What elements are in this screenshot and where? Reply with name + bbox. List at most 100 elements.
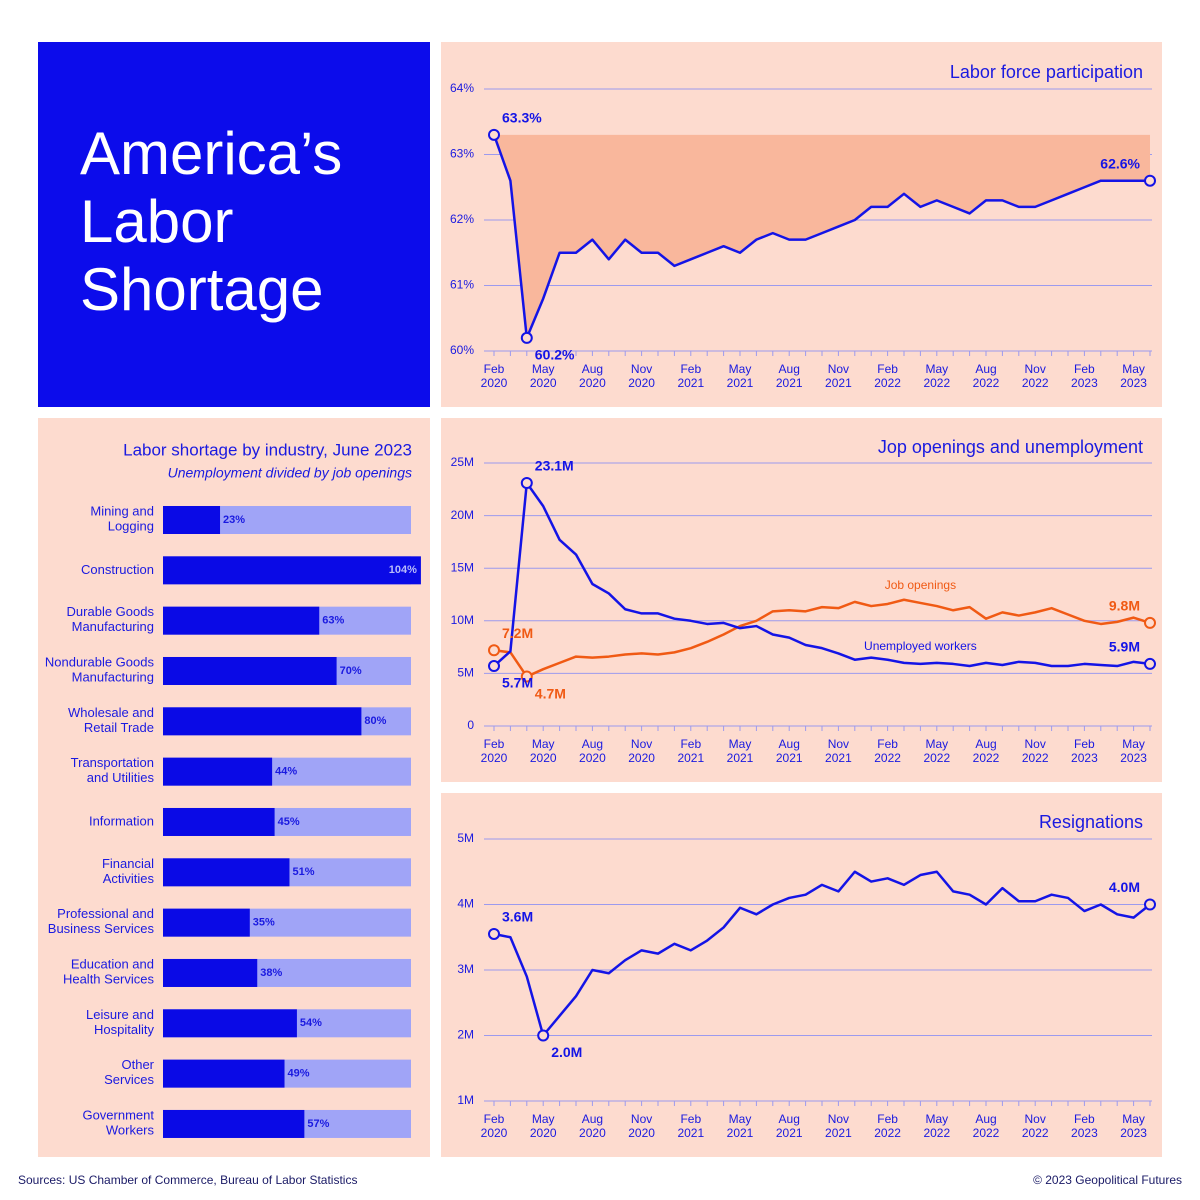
point — [537, 1029, 550, 1042]
bar — [163, 958, 258, 987]
x-tick-label: May 2020 — [530, 1112, 557, 1140]
page-title: America’s Labor Shortage — [80, 120, 342, 323]
x-tick-label: May 2023 — [1120, 362, 1147, 390]
x-tick-label: Feb 2022 — [874, 1112, 901, 1140]
data-label: 49% — [288, 1068, 310, 1080]
category-label: Information — [89, 813, 154, 828]
x-tick-label: Feb 2020 — [481, 362, 508, 390]
data-label: 35% — [253, 917, 275, 929]
bar — [163, 807, 275, 836]
category-label: Mining and Logging — [90, 504, 154, 534]
point — [1144, 174, 1156, 187]
point — [1144, 657, 1156, 670]
x-tick-label: May 2020 — [530, 737, 557, 765]
x-tick-label: Nov 2022 — [1022, 362, 1049, 390]
bar — [163, 858, 290, 887]
bar — [163, 908, 250, 937]
point — [520, 331, 533, 344]
chart-title: Jop openings and unemployment — [878, 437, 1143, 457]
data-label: 3.6M — [502, 909, 533, 925]
x-tick-label: Aug 2020 — [579, 737, 606, 765]
category-label: Other Services — [104, 1058, 155, 1088]
y-tick-label: 10M — [451, 613, 474, 627]
data-label: 4.7M — [535, 685, 566, 701]
x-tick-label: May 2021 — [727, 1112, 754, 1140]
x-tick-label: Feb 2023 — [1071, 362, 1098, 390]
x-tick-label: Aug 2022 — [973, 1112, 1000, 1140]
data-label: 63.3% — [502, 110, 542, 126]
y-tick-label: 0 — [467, 718, 474, 732]
x-tick-label: Feb 2023 — [1071, 737, 1098, 765]
bar — [163, 1059, 285, 1088]
data-label: 63% — [322, 615, 344, 627]
category-label: Construction — [81, 562, 154, 577]
bar — [163, 656, 337, 685]
x-tick-label: Nov 2021 — [825, 737, 852, 765]
x-tick-label: May 2021 — [727, 362, 754, 390]
category-label: Financial Activities — [102, 856, 155, 886]
y-tick-label: 25M — [451, 455, 474, 469]
x-tick-label: Nov 2020 — [628, 1112, 655, 1140]
x-tick-label: Feb 2020 — [481, 737, 508, 765]
x-tick-label: May 2020 — [530, 362, 557, 390]
y-tick-label: 61% — [450, 278, 474, 292]
credit: © 2023 Geopolitical Futures — [1033, 1173, 1182, 1187]
panel — [441, 418, 1162, 782]
data-label: 57% — [307, 1118, 329, 1130]
category-label: Government Workers — [82, 1108, 154, 1138]
y-tick-label: 2M — [457, 1028, 474, 1042]
x-tick-label: Aug 2021 — [776, 737, 803, 765]
source: Sources: US Chamber of Commerce, Bureau … — [18, 1173, 357, 1187]
category-label: Education and Health Services — [63, 957, 155, 987]
bar — [163, 506, 221, 534]
x-tick-label: May 2021 — [727, 737, 754, 765]
x-tick-label: May 2022 — [923, 1112, 950, 1140]
chart-subtitle: Unemployment divided by job openings — [168, 465, 412, 481]
point — [488, 927, 500, 940]
point — [520, 670, 533, 683]
line — [493, 870, 1151, 1037]
x-tick-label: May 2023 — [1120, 737, 1147, 765]
data-label: 54% — [300, 1017, 322, 1029]
y-tick-label: 1M — [457, 1093, 474, 1107]
x-tick-label: Nov 2021 — [825, 362, 852, 390]
x-tick-label: Nov 2021 — [825, 1112, 852, 1140]
x-tick-label: Aug 2021 — [776, 362, 803, 390]
y-tick-label: 5M — [457, 666, 474, 680]
category-label: Wholesale and Retail Trade — [68, 705, 154, 735]
data-label: 44% — [275, 766, 297, 778]
x-tick-label: Aug 2020 — [579, 362, 606, 390]
data-label: 4.0M — [1109, 879, 1140, 895]
y-tick-label: 20M — [451, 508, 474, 522]
data-label: 80% — [364, 715, 386, 727]
panel — [441, 793, 1162, 1157]
y-tick-label: 5M — [457, 831, 474, 845]
chart-title: Resignations — [1039, 812, 1143, 832]
bar — [163, 556, 421, 585]
y-tick-label: 62% — [450, 212, 474, 226]
x-tick-label: Aug 2021 — [776, 1112, 803, 1140]
bar — [163, 757, 273, 786]
x-tick-label: Feb 2022 — [874, 737, 901, 765]
point — [1144, 616, 1156, 629]
line — [492, 134, 1150, 340]
y-tick-label: 4M — [457, 897, 474, 911]
x-tick-label: Feb 2021 — [677, 362, 704, 390]
y-tick-label: 60% — [450, 343, 474, 357]
category-label: Nondurable Goods Manufacturing — [45, 655, 155, 685]
x-tick-label: Aug 2022 — [973, 737, 1000, 765]
point — [488, 644, 500, 657]
title-panel — [38, 42, 430, 407]
bar — [163, 707, 362, 736]
area — [494, 134, 1150, 338]
x-tick-label: May 2022 — [923, 737, 950, 765]
data-label: 38% — [260, 967, 282, 979]
data-label: 104% — [389, 564, 417, 576]
data-label: 23% — [223, 514, 245, 526]
category-label: Professional and Business Services — [48, 907, 155, 937]
data-label: 9.8M — [1109, 598, 1140, 614]
y-tick-label: 64% — [450, 81, 474, 95]
line — [493, 598, 1151, 678]
x-tick-label: Aug 2022 — [973, 362, 1000, 390]
data-label: 5.7M — [502, 675, 533, 691]
